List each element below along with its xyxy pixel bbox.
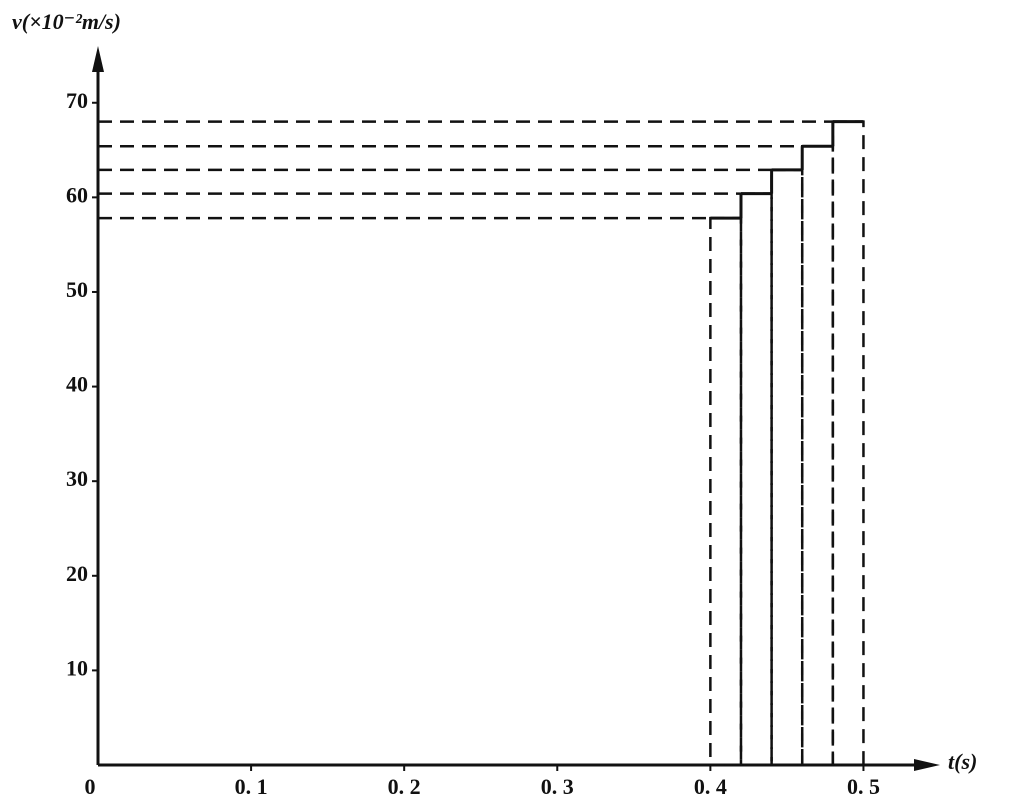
bar xyxy=(831,120,865,767)
bar xyxy=(709,216,743,767)
bar xyxy=(770,168,804,767)
y-tick-label: 70 xyxy=(66,88,88,113)
y-tick-label: 50 xyxy=(66,277,88,302)
x-tick-label: 0. 2 xyxy=(388,774,421,799)
y-tick-label: 20 xyxy=(66,561,88,586)
x-tick-label: 0. 1 xyxy=(235,774,268,799)
x-tick-label: 0. 5 xyxy=(847,774,880,799)
x-axis-label: t(s) xyxy=(948,749,977,774)
x-tick-label: 0 xyxy=(85,774,96,799)
y-tick-label: 10 xyxy=(66,655,88,680)
x-tick-label: 0. 4 xyxy=(694,774,727,799)
x-axis-arrow xyxy=(914,759,940,771)
y-axis-label: v(×10⁻²m/s) xyxy=(12,9,121,34)
bar xyxy=(800,145,835,767)
x-tick-label: 0. 3 xyxy=(541,774,574,799)
y-tick-label: 40 xyxy=(66,372,88,397)
bar xyxy=(739,192,773,767)
y-tick-label: 30 xyxy=(66,466,88,491)
y-axis-arrow xyxy=(92,46,104,72)
y-tick-label: 60 xyxy=(66,182,88,207)
